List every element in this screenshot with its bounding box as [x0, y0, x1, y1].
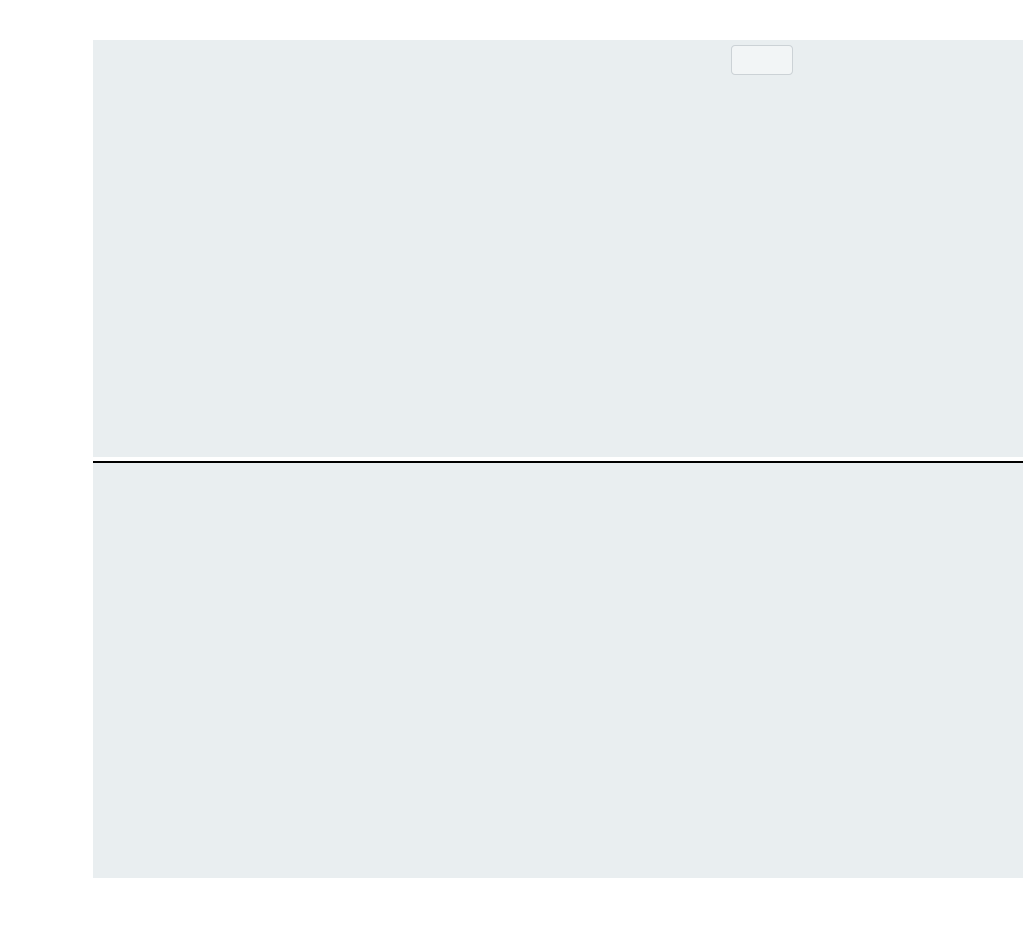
legend — [731, 45, 793, 75]
legend-line-swatch — [741, 59, 774, 62]
plot-area-economic-capital-ratio — [93, 40, 1023, 457]
zero-line — [93, 461, 1023, 463]
plot-area-absolute-change — [93, 461, 1023, 878]
